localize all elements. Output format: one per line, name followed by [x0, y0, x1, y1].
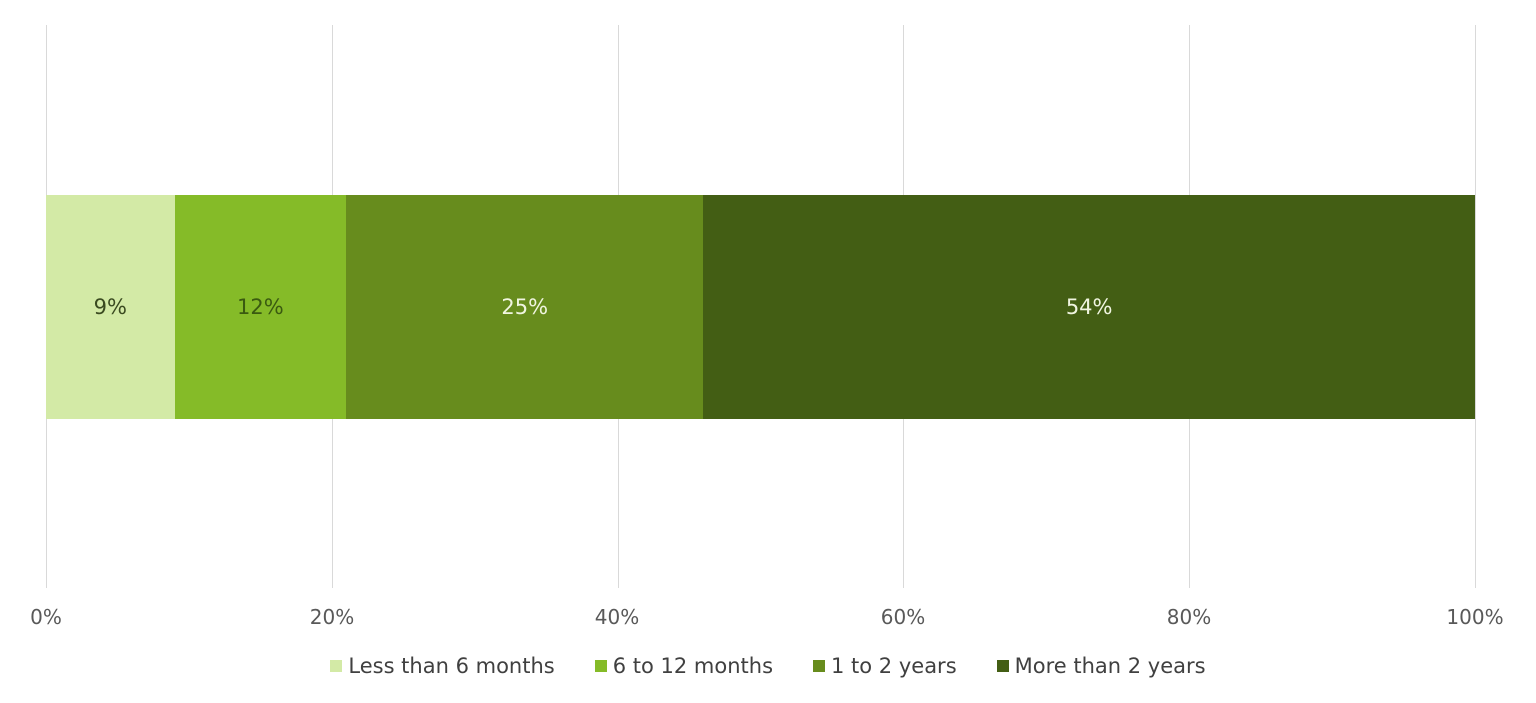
legend: Less than 6 months 6 to 12 months 1 to 2… — [0, 654, 1536, 678]
legend-swatch-icon — [330, 660, 343, 672]
x-tick-label: 40% — [594, 605, 640, 629]
legend-item-more-than-2-years[interactable]: More than 2 years — [996, 654, 1206, 678]
plot-area: 9% 12% 25% 54% — [46, 25, 1476, 588]
bar-segment-more-than-2-years[interactable]: 54% — [703, 195, 1475, 419]
x-tick-label: 80% — [1166, 605, 1212, 629]
x-tick-label: 20% — [309, 605, 355, 629]
legend-label: Less than 6 months — [348, 654, 555, 678]
data-label: 25% — [501, 295, 549, 319]
bar-segment-1-to-2-years[interactable]: 25% — [346, 195, 704, 419]
stacked-bar: 9% 12% 25% 54% — [46, 195, 1475, 419]
x-tick-label: 60% — [880, 605, 926, 629]
legend-item-6-to-12-months[interactable]: 6 to 12 months — [594, 654, 774, 678]
x-tick-label: 0% — [30, 605, 62, 629]
gridline-100 — [1475, 25, 1476, 588]
legend-item-less-than-6-months[interactable]: Less than 6 months — [330, 654, 555, 678]
bar-segment-6-to-12-months[interactable]: 12% — [174, 195, 347, 419]
data-label: 9% — [93, 295, 127, 319]
legend-swatch-icon — [594, 660, 607, 672]
legend-label: 6 to 12 months — [612, 654, 774, 678]
data-label: 54% — [1065, 295, 1113, 319]
legend-label: More than 2 years — [1014, 654, 1206, 678]
legend-swatch-icon — [813, 660, 826, 672]
legend-item-1-to-2-years[interactable]: 1 to 2 years — [813, 654, 957, 678]
data-label: 12% — [237, 295, 284, 319]
legend-swatch-icon — [996, 660, 1009, 672]
legend-label: 1 to 2 years — [831, 654, 957, 678]
x-tick-label: 100% — [1446, 605, 1504, 629]
bar-segment-less-than-6-months[interactable]: 9% — [46, 195, 175, 419]
